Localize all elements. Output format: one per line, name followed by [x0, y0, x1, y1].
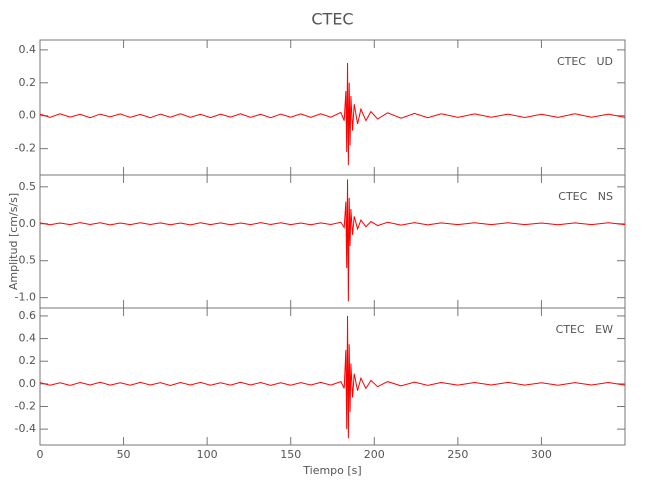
x-axis-label: Tiempo [s] [302, 464, 361, 477]
trace [39, 63, 626, 166]
x-tick-label: 0 [37, 448, 44, 461]
station-label: CTEC NS [558, 190, 613, 203]
x-tick-label: 100 [197, 448, 218, 461]
y-tick-label: 0.4 [19, 332, 37, 345]
panel-frame [39, 174, 626, 309]
y-tick-label: 0.2 [19, 76, 37, 89]
chart-title: CTEC [311, 10, 353, 29]
y-tick-label: -0.5 [15, 254, 36, 267]
y-tick-label: -1.0 [15, 291, 36, 304]
y-tick-label: 0.5 [19, 180, 37, 193]
y-tick-label: -0.4 [15, 422, 36, 435]
station-label: CTEC EW [556, 323, 613, 336]
y-tick-label: 0.2 [19, 354, 37, 367]
x-tick-label: 300 [531, 448, 552, 461]
y-tick-label: -0.2 [15, 400, 36, 413]
y-tick-label: -0.2 [15, 142, 36, 155]
x-tick-label: 150 [280, 448, 301, 461]
trace [39, 179, 626, 302]
y-tick-label: 0.0 [19, 109, 37, 122]
x-tick-label: 50 [117, 448, 131, 461]
panel-frame [39, 39, 626, 176]
y-axis-label: Amplitud [cm/s/s] [7, 193, 20, 290]
station-label: CTEC UD [557, 55, 613, 68]
x-tick-label: 200 [364, 448, 385, 461]
y-tick-label: 0.0 [19, 377, 37, 390]
x-tick-label: 250 [447, 448, 468, 461]
panel-frame [39, 307, 626, 446]
y-tick-label: 0.4 [19, 43, 37, 56]
y-tick-label: 0.0 [19, 217, 37, 230]
trace [39, 315, 626, 439]
y-tick-label: 0.6 [19, 309, 37, 322]
